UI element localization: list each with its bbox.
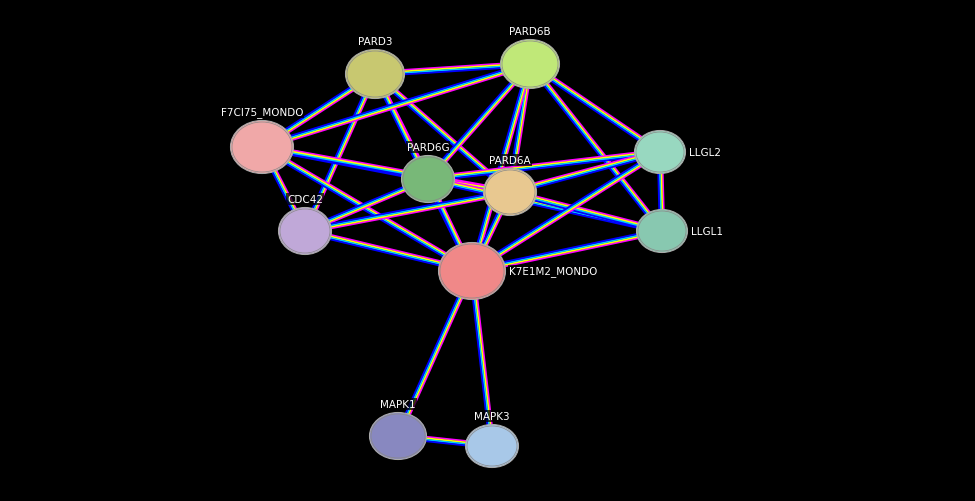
Ellipse shape — [280, 209, 330, 254]
Ellipse shape — [465, 425, 519, 467]
Ellipse shape — [371, 414, 425, 458]
Ellipse shape — [637, 210, 687, 253]
Text: MAPK1: MAPK1 — [380, 399, 415, 409]
Ellipse shape — [402, 156, 454, 203]
Ellipse shape — [500, 41, 560, 89]
Text: LLGL2: LLGL2 — [689, 148, 721, 158]
Text: CDC42: CDC42 — [287, 194, 323, 204]
Ellipse shape — [638, 211, 686, 252]
Ellipse shape — [485, 171, 535, 214]
Text: PARD6G: PARD6G — [407, 143, 449, 153]
Text: PARD6B: PARD6B — [509, 27, 551, 37]
Text: PARD3: PARD3 — [358, 37, 392, 47]
Ellipse shape — [403, 158, 453, 201]
Text: F7CI75_MONDO: F7CI75_MONDO — [220, 107, 303, 118]
Ellipse shape — [484, 169, 536, 216]
Ellipse shape — [636, 133, 684, 173]
Text: MAPK3: MAPK3 — [474, 411, 510, 421]
Ellipse shape — [370, 413, 426, 459]
Ellipse shape — [347, 52, 403, 98]
Ellipse shape — [345, 51, 405, 99]
Ellipse shape — [635, 131, 685, 174]
Ellipse shape — [232, 123, 292, 173]
Ellipse shape — [440, 244, 504, 299]
Ellipse shape — [279, 208, 332, 255]
Ellipse shape — [230, 121, 293, 174]
Ellipse shape — [502, 42, 558, 88]
Text: PARD6A: PARD6A — [489, 156, 530, 166]
Text: K7E1M2_MONDO: K7E1M2_MONDO — [509, 266, 598, 277]
Ellipse shape — [439, 243, 505, 300]
Text: LLGL1: LLGL1 — [691, 226, 723, 236]
Ellipse shape — [467, 426, 517, 466]
